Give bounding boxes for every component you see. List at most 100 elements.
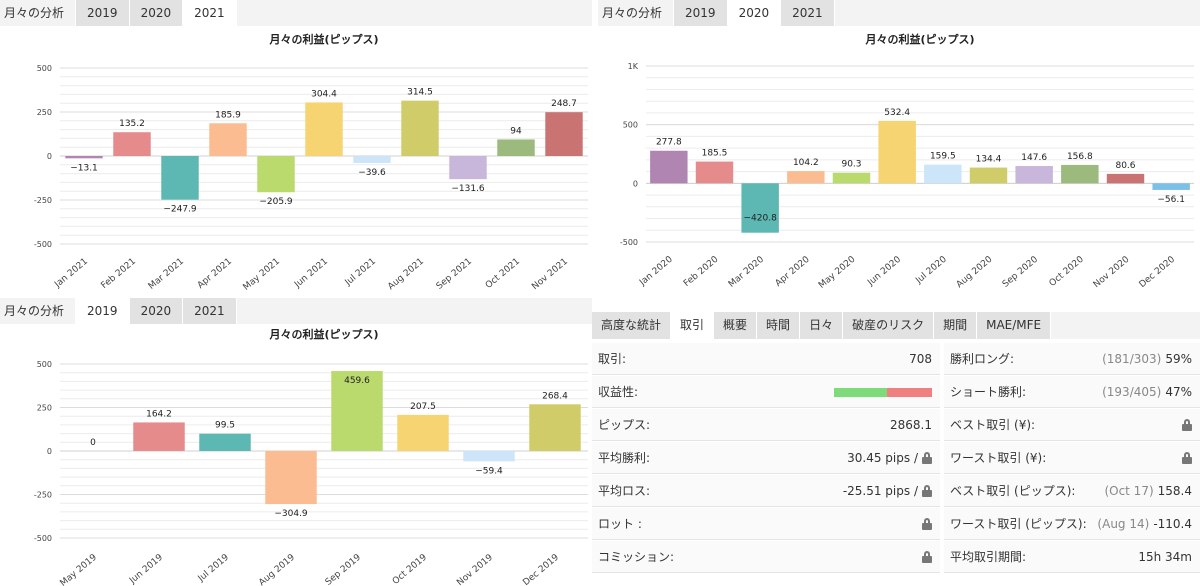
bar-dec-2020 <box>1152 183 1190 190</box>
tab-2019[interactable]: 2019 <box>76 298 130 324</box>
stat-value: 708 <box>909 352 932 366</box>
tab-2019[interactable]: 2019 <box>76 0 130 26</box>
tab-2021[interactable]: 2021 <box>183 0 237 26</box>
tab-mae-mfe[interactable]: MAE/MFE <box>977 312 1052 339</box>
chart-title: 月々の利益(ピップス) <box>268 32 378 46</box>
stat-trades: 取引: 708 <box>592 343 940 375</box>
year-tabs: 月々の分析 2019 2020 2021 <box>0 298 592 324</box>
data-label: 147.6 <box>1021 153 1047 163</box>
bar-sep-2019 <box>331 371 383 451</box>
stat-label: 取引: <box>598 352 627 366</box>
tab-hours[interactable]: 時間 <box>757 312 801 339</box>
data-label: 104.2 <box>793 158 819 168</box>
tab-risk-of-ruin[interactable]: 破産のリスク <box>843 312 935 339</box>
data-label: 159.5 <box>930 152 956 162</box>
tab-trades[interactable]: 取引 <box>671 312 715 339</box>
lock-icon[interactable] <box>922 485 932 497</box>
x-tick-label: Nov 2020 <box>1092 254 1132 290</box>
data-label: 459.6 <box>344 376 370 386</box>
stat-value-wrap <box>922 508 932 540</box>
data-label: 90.3 <box>841 160 861 170</box>
bar-apr-2020 <box>787 171 825 184</box>
x-tick-label: Jul 2020 <box>914 254 949 286</box>
data-label: 164.2 <box>146 409 172 419</box>
data-label: 248.7 <box>551 99 577 109</box>
data-label: −39.6 <box>358 168 386 178</box>
tab-2021[interactable]: 2021 <box>183 298 237 324</box>
bar-apr-2021 <box>209 123 247 156</box>
stat-long-won: 勝利ロング: (181/303) 59% <box>944 343 1200 375</box>
stat-value: -25.51 pips / <box>842 484 918 498</box>
y-tick-label: -500 <box>34 534 52 543</box>
lock-icon[interactable] <box>922 452 932 464</box>
y-tick-label: 0 <box>47 447 52 456</box>
bar-jun-2019 <box>133 422 185 451</box>
y-tick-label: 500 <box>37 360 52 369</box>
stat-label: ロット : <box>598 517 642 531</box>
tab-monthly-analysis: 月々の分析 <box>598 0 675 26</box>
stat-value-wrap: 708 <box>909 343 932 375</box>
stat-value-wrap: (Aug 14) -110.4 <box>1097 508 1192 540</box>
stat-label: 収益性: <box>598 385 639 399</box>
tab-duration[interactable]: 期間 <box>934 312 978 339</box>
chart-title: 月々の利益(ピップス) <box>864 32 974 46</box>
stat-average-win: 平均勝利: 30.45 pips / <box>592 442 940 474</box>
stats-row: 収益性: ショート勝利: (193/405) 47% <box>592 376 1200 409</box>
stat-detail: (193/405) <box>1102 385 1162 399</box>
x-tick-label: Sep 2019 <box>324 552 363 586</box>
stats-row: 平均勝利: 30.45 pips / ワースト取引 (¥): <box>592 442 1200 475</box>
data-label: −247.9 <box>163 205 197 215</box>
tab-2020[interactable]: 2020 <box>129 298 184 324</box>
stat-pips: ピップス: 2868.1 <box>592 409 940 441</box>
y-tick-label: 1K <box>628 62 639 71</box>
x-tick-label: Jan 2020 <box>637 254 675 288</box>
lock-icon[interactable] <box>1182 452 1192 464</box>
tab-2020[interactable]: 2020 <box>129 0 184 26</box>
monthly-profit-chart-2021: 月々の利益(ピップス) 500 250 0 -250 -500 −13.1 Jan 2021 1… <box>34 32 588 293</box>
x-tick-label: Dec 2020 <box>1138 254 1178 290</box>
data-label: 277.8 <box>656 138 682 148</box>
data-label: 80.6 <box>1115 161 1135 171</box>
stat-detail: (Aug 14) <box>1097 517 1150 531</box>
data-label: 94 <box>510 126 522 136</box>
x-tick-label: Mar 2021 <box>147 257 186 292</box>
data-label: 268.4 <box>542 391 568 401</box>
x-tick-label: Sep 2020 <box>1001 254 1040 289</box>
tab-bar-fill <box>834 0 1200 26</box>
data-label: 0 <box>90 438 96 448</box>
lock-icon[interactable] <box>922 551 932 563</box>
x-tick-label: Mar 2020 <box>727 254 766 289</box>
stat-value-wrap: (Oct 17) 158.4 <box>1104 475 1192 507</box>
bar-sep-2021 <box>449 156 487 180</box>
x-tick-label: Jan 2021 <box>52 257 90 291</box>
bar-oct-2021 <box>497 139 535 156</box>
tab-summary[interactable]: 概要 <box>714 312 758 339</box>
stat-value: 15h 34m <box>1138 550 1192 564</box>
stat-value-wrap: 30.45 pips / <box>847 442 932 474</box>
tab-2021[interactable]: 2021 <box>781 0 835 26</box>
lock-icon[interactable] <box>922 518 932 530</box>
tab-2019[interactable]: 2019 <box>674 0 728 26</box>
stat-commissions: コミッション: <box>592 541 940 573</box>
bar-jun-2020 <box>878 120 916 184</box>
stat-value-wrap: 15h 34m <box>1138 541 1192 573</box>
stats-row: コミッション: 平均取引期間: 15h 34m <box>592 541 1200 574</box>
bar-nov-2019 <box>463 451 515 462</box>
trade-statistics-panel: 高度な統計 取引 概要 時間 日々 破産のリスク 期間 MAE/MFE 取引: … <box>592 312 1200 586</box>
data-label: 185.9 <box>215 110 241 120</box>
data-label: 207.5 <box>410 402 436 412</box>
stat-label: 平均取引期間: <box>950 550 1027 564</box>
bar-aug-2019 <box>265 451 317 505</box>
x-tick-label: Apr 2021 <box>196 257 234 291</box>
tab-2020[interactable]: 2020 <box>727 0 782 26</box>
bar-aug-2021 <box>401 100 439 156</box>
x-tick-label: Sep 2021 <box>435 257 474 292</box>
tab-daily[interactable]: 日々 <box>800 312 844 339</box>
data-label: 134.4 <box>976 155 1002 165</box>
monthly-profit-chart-2020: 月々の利益(ピップス) 1K 500 0 -500 277.8 Jan 2020 185.5 F… <box>620 32 1194 291</box>
data-label: 99.5 <box>215 421 235 431</box>
tab-advanced-stats[interactable]: 高度な統計 <box>592 312 672 339</box>
lock-icon[interactable] <box>1182 419 1192 431</box>
data-label: 314.5 <box>407 88 433 98</box>
chart-title: 月々の利益(ピップス) <box>268 327 378 341</box>
